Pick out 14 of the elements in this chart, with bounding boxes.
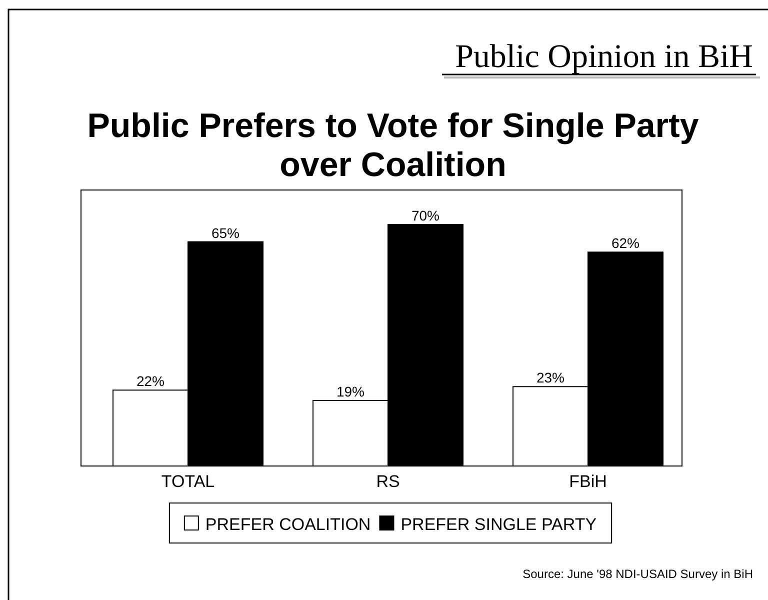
- x-tick-label: RS: [376, 472, 400, 491]
- data-label: 19%: [336, 383, 365, 400]
- data-label: 62%: [611, 235, 640, 252]
- chart-subtitle: Public Opinion in BiH: [455, 39, 753, 75]
- x-tick-label: TOTAL: [161, 472, 215, 491]
- x-tick-label: FBiH: [569, 472, 607, 491]
- data-label: 65%: [211, 224, 240, 241]
- data-label: 70%: [411, 208, 440, 224]
- data-label: 23%: [536, 370, 565, 386]
- data-label: 22%: [136, 373, 165, 390]
- legend-label: PREFER SINGLE PARTY: [400, 515, 597, 534]
- chart-title: Public Prefers to Vote for Single Party over Coalition: [87, 107, 699, 184]
- source-note: Source: June '98 NDI-USAID Survey in BiH: [522, 567, 753, 581]
- legend-label: PREFER COALITION: [205, 515, 371, 534]
